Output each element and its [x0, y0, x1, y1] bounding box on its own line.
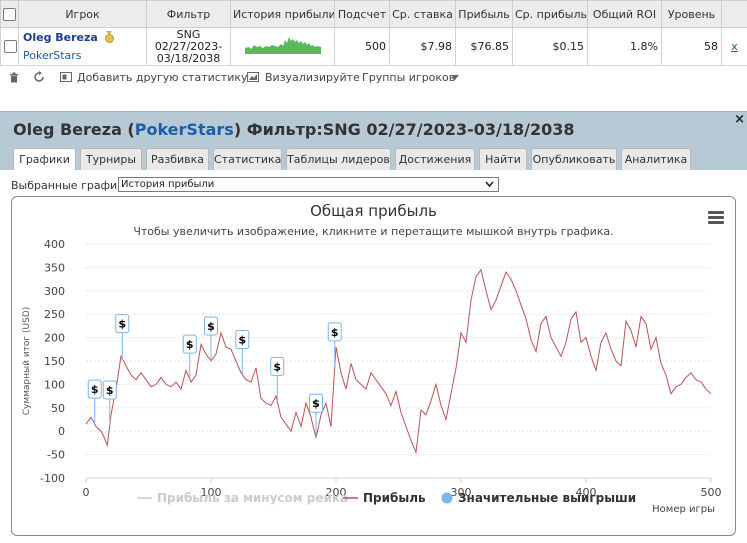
graph-select-label: Выбранные графики: — [11, 179, 135, 192]
profit-chart[interactable]: Общая прибыль Чтобы увеличить изображени… — [11, 196, 736, 536]
big-win-dollar-icon: $ — [186, 338, 194, 351]
col-header-player[interactable]: Игрок — [19, 1, 147, 28]
filter-cell: SNG 02/27/2023- 03/18/2038 — [147, 28, 231, 66]
table-toolbar: Добавить другую статистику Визуализируйт… — [0, 67, 747, 87]
tab-leaderboards[interactable]: Таблицы лидеров — [286, 148, 391, 171]
table-row: Oleg Bereza PokerStars SNG 02/27/2023- 0… — [1, 28, 747, 66]
col-header-avg-stake[interactable]: Ср. ставка — [390, 1, 456, 28]
big-win-dollar-icon: $ — [238, 333, 246, 346]
tab-content: Выбранные графики: История прибыли Общая… — [0, 170, 747, 543]
graph-select-value: История прибыли — [121, 179, 214, 190]
close-panel-button[interactable]: × — [734, 112, 745, 127]
col-header-filter[interactable]: Фильтр — [147, 1, 231, 28]
refresh-icon[interactable] — [33, 71, 45, 83]
panel-filter-value: SNG 02/27/2023-03/18/2038 — [323, 120, 575, 139]
profit-history-cell[interactable] — [231, 28, 335, 66]
row-select-cell[interactable] — [1, 28, 19, 66]
big-win-dollar-icon: $ — [312, 397, 320, 410]
medal-icon — [104, 31, 115, 43]
x-axis-label: Номер игры — [652, 504, 715, 515]
trash-icon[interactable] — [9, 72, 19, 83]
select-all-checkbox[interactable] — [3, 8, 16, 21]
big-win-dollar-icon: $ — [331, 326, 339, 339]
remove-row-link[interactable]: x — [731, 40, 738, 53]
col-header-remove — [722, 1, 747, 28]
tab-statistics[interactable]: Статистика — [213, 148, 282, 171]
tab-achievements[interactable]: Достижения — [395, 148, 475, 171]
legend-profit-label: Прибыль — [363, 491, 426, 505]
x-tick-label: 500 — [701, 486, 722, 499]
stats-table: Игрок Фильтр История прибыли Подсчет Ср.… — [0, 0, 747, 66]
chevron-down-icon[interactable] — [451, 75, 459, 80]
big-win-dollar-icon: $ — [118, 318, 126, 331]
filter-line-3: 03/18/2038 — [150, 53, 227, 65]
panel-site-link[interactable]: PokerStars — [135, 120, 234, 139]
add-stat-link[interactable]: Добавить другую статистику — [77, 71, 248, 84]
panel-filter-label: Фильтр: — [247, 120, 323, 139]
col-header-profit-history[interactable]: История прибыли — [231, 1, 335, 28]
filter-line-2: 02/27/2023- — [150, 41, 227, 53]
big-win-dollar-icon: $ — [207, 320, 215, 333]
y-tick-label: 100 — [44, 378, 65, 391]
y-tick-label: 150 — [44, 355, 65, 368]
col-header-count[interactable]: Подсчет — [335, 1, 390, 28]
avg-stake-cell: $7.98 — [390, 28, 456, 66]
y-tick-label: 200 — [44, 332, 65, 345]
y-tick-label: 0 — [58, 425, 65, 438]
table-header-row: Игрок Фильтр История прибыли Подсчет Ср.… — [1, 1, 747, 28]
profit-cell: $76.85 — [456, 28, 513, 66]
tab-tournaments[interactable]: Турниры — [80, 148, 142, 171]
graph-select[interactable]: История прибыли — [118, 177, 499, 192]
big-win-dollar-icon: $ — [106, 384, 114, 397]
col-header-profit[interactable]: Прибыль — [456, 1, 513, 28]
y-tick-label: -50 — [47, 449, 65, 462]
y-tick-label: -100 — [40, 472, 65, 485]
tab-search[interactable]: Найти — [479, 148, 527, 171]
x-tick-label: 0 — [83, 486, 90, 499]
player-name-link[interactable]: Oleg Bereza — [23, 31, 98, 44]
y-tick-label: 50 — [51, 402, 65, 415]
big-win-dollar-icon: $ — [273, 360, 281, 373]
legend-rake-label: Прибыль за минусом рейка — [157, 491, 348, 505]
y-tick-label: 400 — [44, 238, 65, 251]
chevron-down-icon — [485, 181, 494, 188]
tab-charts[interactable]: Графики — [13, 148, 76, 172]
count-cell: 500 — [335, 28, 390, 66]
y-axis-label: Суммарный итог (USD) — [22, 307, 32, 416]
player-panel: Oleg Bereza (PokerStars) Фильтр:SNG 02/2… — [0, 111, 747, 542]
panel-title: Oleg Bereza (PokerStars) Фильтр:SNG 02/2… — [13, 120, 575, 139]
panel-player-name: Oleg Bereza — [13, 120, 122, 139]
col-header-avg-profit[interactable]: Ср. прибыль — [513, 1, 588, 28]
legend-bigwins-swatch — [442, 493, 453, 504]
col-header-level[interactable]: Уровень — [662, 1, 722, 28]
avg-profit-cell: $0.15 — [513, 28, 588, 66]
add-stat-icon[interactable] — [60, 72, 72, 82]
player-groups-link[interactable]: Группы игроков — [362, 71, 455, 84]
profit-sparkline — [245, 36, 321, 54]
y-tick-label: 350 — [44, 261, 65, 274]
legend-bigwins-label: Значительные выигрыши — [458, 491, 636, 505]
visualize-icon[interactable] — [247, 72, 259, 82]
filter-line-1: SNG — [150, 29, 227, 41]
row-checkbox[interactable] — [4, 40, 17, 53]
roi-cell: 1.8% — [588, 28, 662, 66]
visualize-link[interactable]: Визуализируйте — [265, 71, 360, 84]
remove-cell: x — [722, 28, 747, 66]
y-tick-label: 250 — [44, 308, 65, 321]
level-cell: 58 — [662, 28, 722, 66]
big-win-dollar-icon: $ — [91, 383, 99, 396]
player-cell: Oleg Bereza PokerStars — [19, 28, 147, 66]
y-tick-label: 300 — [44, 285, 65, 298]
tab-publish[interactable]: Опубликовать — [531, 148, 617, 171]
select-all-header[interactable] — [1, 1, 19, 28]
tab-analytics[interactable]: Аналитика — [621, 148, 691, 171]
col-header-roi[interactable]: Общий ROI — [588, 1, 662, 28]
tab-breakdown[interactable]: Разбивка — [146, 148, 209, 171]
player-site-link[interactable]: PokerStars — [23, 49, 143, 62]
